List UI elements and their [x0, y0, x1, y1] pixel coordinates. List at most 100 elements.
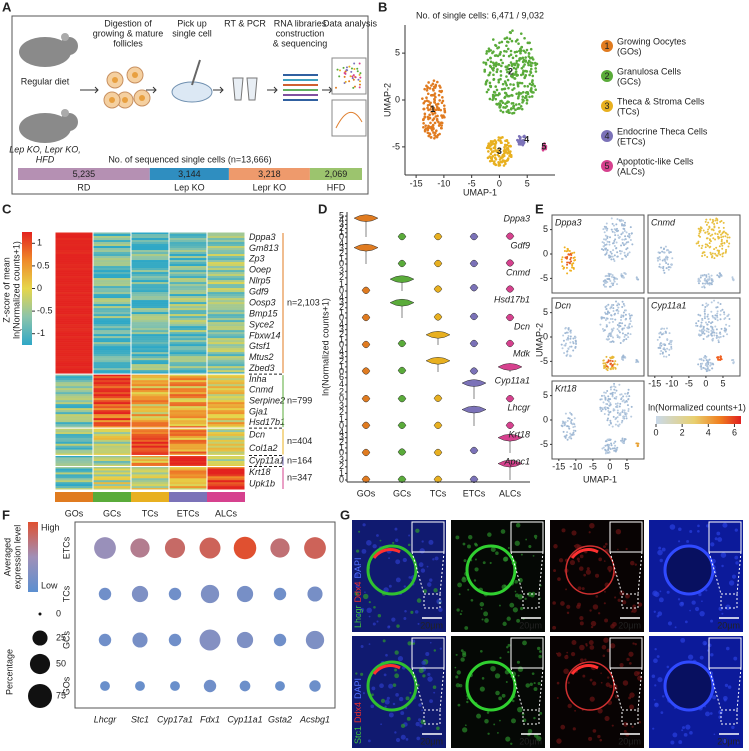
- cell-dot: [701, 362, 704, 365]
- cell-dot: [495, 70, 499, 74]
- cell-dot: [706, 323, 709, 326]
- inset-link: [736, 667, 742, 711]
- cell-dot: [716, 312, 719, 315]
- violin: [397, 448, 407, 456]
- texture: [534, 537, 537, 540]
- heat-cell: [169, 272, 208, 275]
- heat-cell: [207, 258, 246, 261]
- cell-dot: [610, 385, 613, 388]
- gene-label: Stc1: [131, 714, 149, 724]
- step-label: Pick up: [177, 18, 207, 28]
- heat-cell: [55, 272, 94, 275]
- texture: [538, 654, 542, 659]
- texture: [615, 529, 622, 535]
- cell-dot: [697, 277, 700, 280]
- heat-cell: [207, 380, 246, 383]
- cell-dot: [571, 252, 574, 255]
- cell-dot: [422, 107, 426, 111]
- heat-cell: [169, 342, 208, 345]
- texture: [394, 731, 397, 734]
- violin: [353, 243, 379, 252]
- violin: [505, 232, 515, 240]
- cell-dot: [517, 135, 521, 138]
- heat-cell: [55, 298, 94, 301]
- cell-dot: [607, 275, 610, 278]
- segment-value: 2,069: [325, 169, 348, 179]
- heat-cell: [207, 374, 246, 377]
- cell-dot: [665, 255, 668, 258]
- heat-cell: [169, 302, 208, 305]
- texture: [362, 523, 366, 527]
- heat-cell: [55, 386, 94, 389]
- block-count: n=2,103: [287, 297, 320, 307]
- legend-id: 3: [604, 101, 609, 111]
- heat-cell: [207, 304, 246, 307]
- texture: [506, 616, 511, 621]
- cell-dot: [616, 218, 619, 221]
- cell-dot: [714, 325, 717, 328]
- texture: [595, 595, 599, 598]
- texture: [432, 558, 435, 561]
- heat-cell: [169, 354, 208, 357]
- cell-dot: [605, 307, 608, 310]
- heat-cell: [169, 455, 208, 458]
- heat-cell: [169, 260, 208, 263]
- cell-dot: [727, 314, 730, 317]
- heat-cell: [93, 364, 132, 367]
- violin: [497, 363, 523, 371]
- cell-dot: [606, 438, 609, 441]
- texture: [419, 548, 425, 554]
- cell-dot: [702, 229, 705, 232]
- texture: [395, 559, 401, 565]
- cell-dot: [606, 451, 609, 454]
- texture: [737, 741, 740, 744]
- texture: [487, 732, 490, 735]
- cell-dot: [636, 360, 639, 363]
- cell-dot: [567, 253, 570, 256]
- cell-dot: [720, 240, 723, 243]
- cell-dot: [667, 263, 670, 266]
- cell-dot: [614, 360, 617, 363]
- texture: [356, 549, 360, 553]
- heat-cell: [169, 486, 208, 489]
- texture: [500, 529, 506, 534]
- heat-cell: [169, 352, 208, 355]
- cell-dot: [615, 241, 618, 244]
- cell-dot: [493, 94, 496, 97]
- size-key: [29, 653, 51, 675]
- cell-dot: [658, 255, 661, 258]
- cell-dot: [604, 398, 607, 401]
- heat-cell: [93, 362, 132, 365]
- y-tick-label: 4: [339, 215, 344, 225]
- texture: [362, 692, 365, 695]
- heat-cell: [93, 300, 132, 303]
- inset-link: [538, 551, 544, 595]
- step-label: construction: [276, 28, 325, 38]
- heat-cell: [169, 244, 208, 247]
- cell-dot: [703, 308, 706, 311]
- heat-cell: [169, 488, 208, 491]
- texture: [487, 532, 492, 537]
- violin: [433, 421, 443, 430]
- cell-dot: [518, 107, 521, 110]
- cell-dot: [497, 46, 501, 49]
- cell-dot: [623, 251, 626, 254]
- heat-cell: [131, 447, 170, 450]
- cell-dot: [619, 402, 622, 405]
- heat-cell: [169, 474, 208, 477]
- cell-dot: [528, 82, 532, 86]
- bar-segment: [149, 168, 229, 180]
- cell-dot: [521, 101, 524, 104]
- texture: [728, 580, 735, 586]
- cell-dot: [565, 331, 568, 334]
- heat-cell: [93, 314, 132, 317]
- cell-dot: [665, 355, 668, 358]
- texture: [383, 587, 389, 593]
- texture: [672, 732, 678, 738]
- cell-dot: [486, 144, 490, 148]
- cell-dot: [700, 321, 703, 324]
- cell-dot: [604, 452, 607, 455]
- heat-cell: [169, 449, 208, 452]
- cell-dot: [437, 124, 441, 127]
- heat-cell: [93, 278, 132, 281]
